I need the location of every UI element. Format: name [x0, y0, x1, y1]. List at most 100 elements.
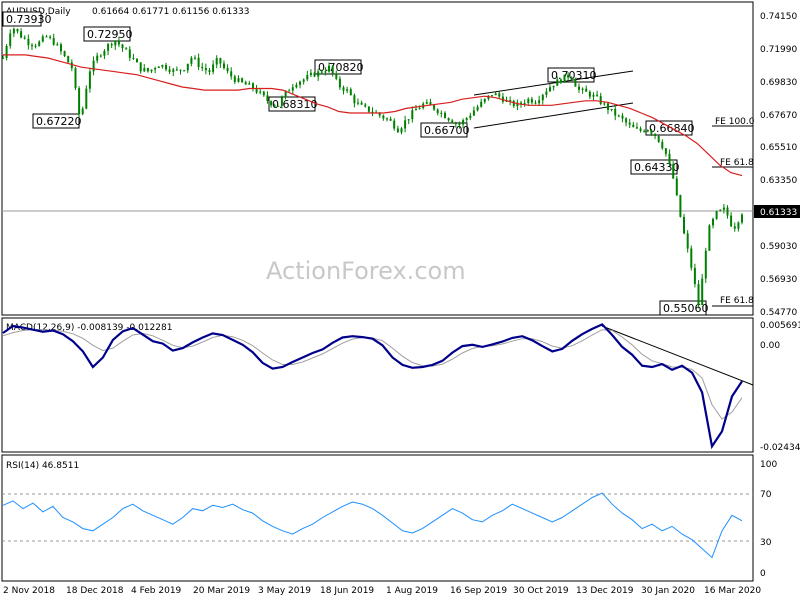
candle-body: [291, 87, 294, 91]
x-tick: 16 Mar 2020: [704, 586, 761, 596]
candle-body: [454, 123, 457, 125]
price-tick: 0.63350: [760, 176, 797, 186]
candle-body: [639, 128, 642, 131]
candle-body: [530, 98, 533, 103]
candle-body: [306, 75, 309, 80]
candle-body: [371, 111, 374, 113]
candle-body: [60, 44, 62, 52]
channel-lower: [473, 102, 634, 129]
candle-body: [324, 71, 327, 73]
candle-body: [208, 70, 211, 72]
price-label-box: [645, 120, 693, 136]
x-tick: 1 Aug 2019: [386, 586, 438, 596]
candle-body: [654, 133, 657, 136]
candle-body: [317, 71, 320, 77]
candle-body: [596, 94, 599, 96]
candle-body: [52, 37, 55, 45]
price-label-box: [659, 300, 707, 316]
candle-body: [99, 55, 102, 57]
candle-body: [88, 71, 91, 89]
candle-body: [491, 95, 493, 97]
candle-body: [458, 123, 461, 125]
candle-body: [538, 100, 541, 104]
candle-body: [708, 225, 711, 251]
candle-body: [41, 36, 44, 42]
candle-body: [480, 101, 483, 107]
candle-body: [114, 40, 117, 46]
candle-body: [63, 51, 66, 56]
candle-body: [668, 153, 671, 164]
candle-body: [527, 98, 530, 104]
candle-body: [284, 90, 287, 98]
current-price-box: [754, 205, 800, 218]
candle-body: [444, 112, 446, 119]
candle-body: [49, 36, 52, 38]
fibo-label: FE 100.0: [715, 117, 755, 127]
candle-body: [226, 67, 229, 72]
fibo-label: FE 61.8: [720, 158, 754, 168]
candle-body: [248, 83, 251, 85]
candle-body: [5, 46, 8, 58]
candle-body: [12, 28, 15, 34]
price-label: 0.72950: [87, 28, 133, 41]
candle-body: [690, 248, 693, 268]
candle-body: [578, 86, 580, 90]
candle-body: [404, 120, 407, 129]
macd-tick: 0.005691: [760, 321, 800, 331]
price-label: 0.67220: [36, 115, 82, 128]
price-label: 0.64330: [634, 161, 680, 174]
candle-body: [400, 128, 403, 133]
x-tick: 2 Nov 2018: [3, 586, 55, 596]
macd-trendline: [601, 325, 754, 386]
candle-body: [534, 102, 537, 104]
candle-body: [85, 88, 88, 109]
candle-body: [364, 104, 367, 107]
candle-body: [346, 89, 349, 91]
candle-body: [146, 68, 149, 72]
candle-body: [172, 69, 175, 72]
candle-body: [244, 82, 247, 85]
candle-body: [465, 118, 468, 121]
price-label: 0.70310: [551, 69, 597, 82]
candle-body: [701, 278, 704, 305]
candle-body: [186, 63, 189, 71]
price-label-box: [2, 11, 42, 27]
candle-body: [121, 44, 124, 49]
candle-body: [136, 58, 138, 63]
candle-body: [175, 69, 178, 71]
price-tick: 0.67670: [760, 111, 797, 121]
candle-body: [628, 122, 631, 125]
macd-line: [2, 323, 743, 450]
candle-body: [523, 103, 526, 105]
x-tick: 20 Mar 2019: [193, 586, 250, 596]
price-tick: 0.59030: [760, 242, 797, 252]
candle-body: [154, 68, 157, 70]
candle-body: [252, 83, 254, 89]
candle-body: [494, 93, 497, 96]
candle-body: [592, 94, 595, 97]
candle-body: [712, 218, 714, 226]
candle-body: [661, 142, 664, 149]
candle-group: [2, 27, 743, 309]
candle-body: [614, 108, 617, 116]
price-label: 0.68310: [272, 98, 318, 111]
candle-body: [509, 100, 512, 102]
candle-body: [143, 68, 146, 72]
price-tick: 0.54770: [760, 308, 797, 318]
price-label-box: [314, 59, 362, 75]
x-tick: 13 Dec 2019: [576, 586, 634, 596]
candle-body: [56, 44, 59, 46]
candle-body: [197, 57, 200, 67]
candle-body: [382, 115, 385, 119]
candle-body: [733, 226, 736, 229]
candle-body: [545, 91, 548, 95]
candle-body: [168, 69, 171, 72]
candle-body: [107, 44, 110, 51]
macd-signal-line: [2, 329, 743, 420]
candle-body: [70, 62, 73, 69]
candle-body: [103, 50, 106, 56]
candle-body: [280, 97, 283, 106]
candle-body: [23, 37, 26, 39]
candle-body: [415, 109, 417, 111]
